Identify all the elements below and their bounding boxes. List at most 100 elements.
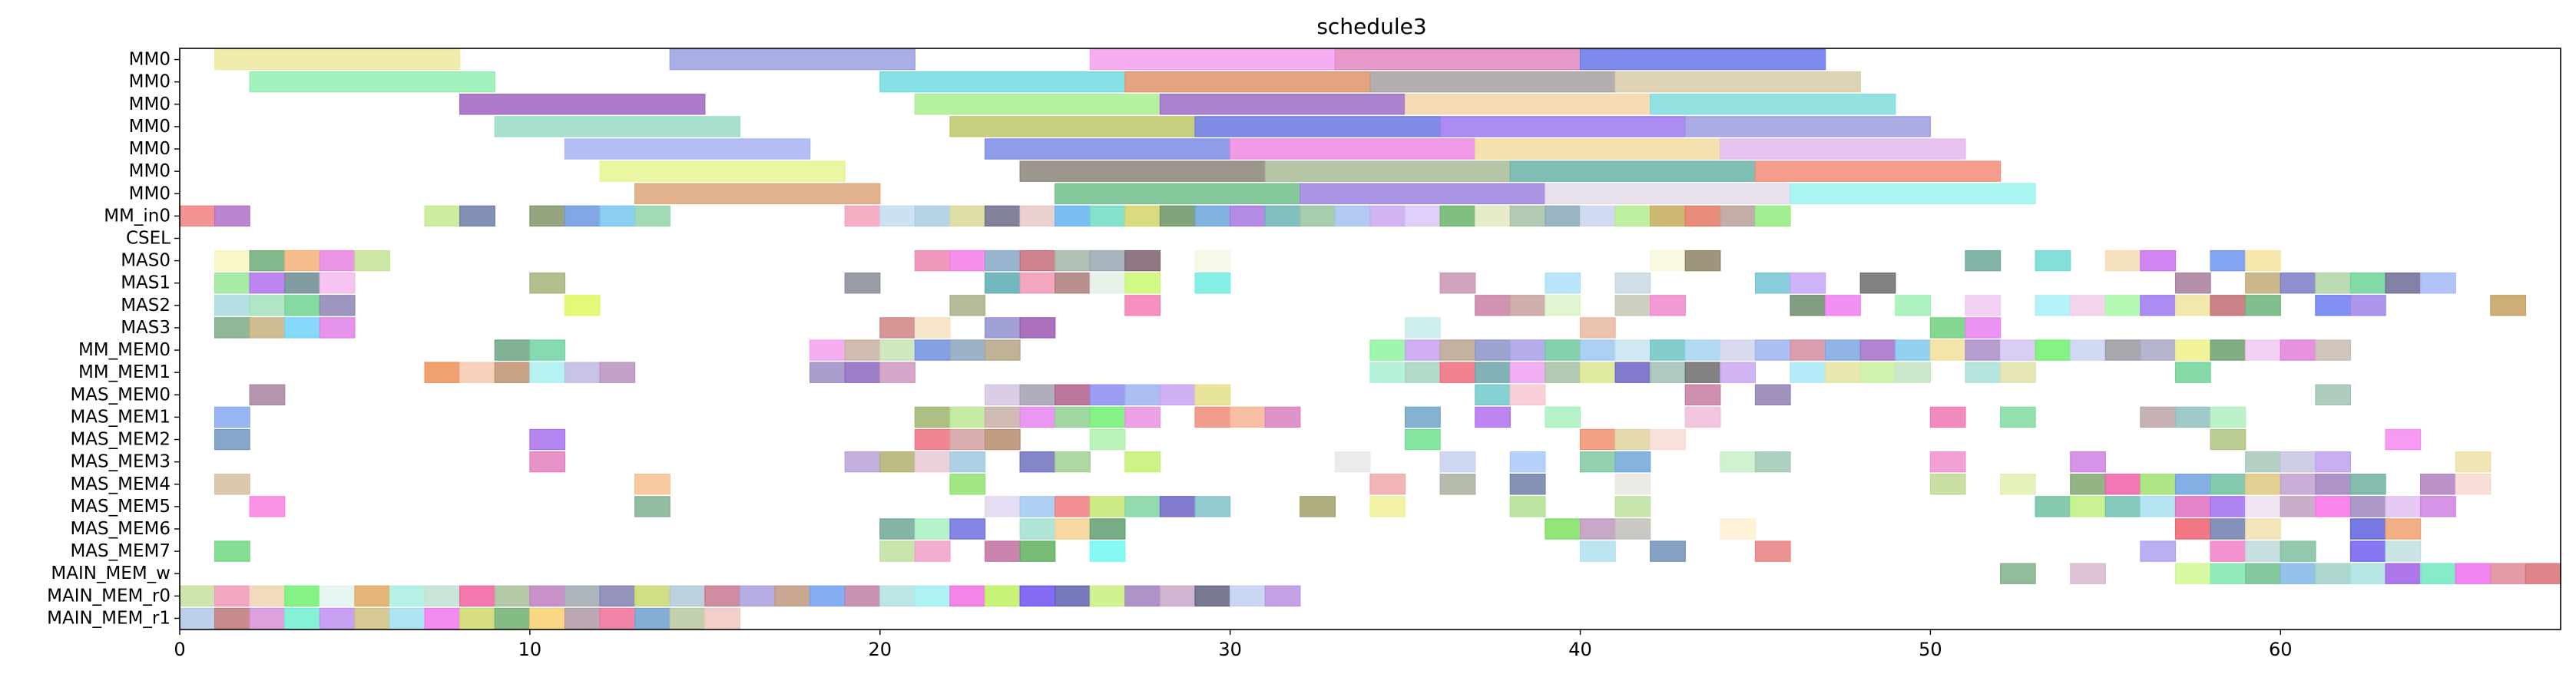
task-bar <box>1510 362 1545 382</box>
task-bar <box>1581 49 1826 69</box>
task-bar <box>1055 452 1091 472</box>
x-tick-label: 10 <box>518 639 542 660</box>
task-bar <box>2105 474 2141 494</box>
task-bar <box>915 586 950 606</box>
task-bar <box>1406 429 1441 449</box>
task-bar <box>495 586 530 606</box>
task-bar <box>1860 273 1896 293</box>
task-bar <box>1406 318 1441 338</box>
task-bar <box>215 407 250 427</box>
task-bar <box>320 608 355 628</box>
y-tick-label: MAS_MEM3 <box>70 452 171 472</box>
task-bar <box>1055 273 1091 293</box>
task-bar <box>880 519 916 539</box>
task-bar <box>1685 206 1720 226</box>
task-bar <box>1510 340 1545 360</box>
task-bar <box>2071 563 2106 583</box>
task-bar <box>845 206 880 226</box>
task-bar <box>705 586 740 606</box>
task-bar <box>2491 563 2526 583</box>
task-bar <box>2001 362 2036 382</box>
task-bar <box>1440 117 1685 137</box>
y-tick-label: MM0 <box>129 72 171 92</box>
task-bar <box>2246 519 2281 539</box>
task-bar <box>1090 407 1125 427</box>
task-bar <box>950 519 985 539</box>
task-bar <box>985 139 1230 159</box>
task-bar <box>880 206 916 226</box>
task-bar <box>2386 497 2421 517</box>
x-tick-label: 0 <box>174 639 185 660</box>
task-bar <box>2246 340 2281 360</box>
task-bar <box>1440 362 1475 382</box>
task-bar <box>2316 340 2351 360</box>
task-bar <box>635 474 670 494</box>
task-bar <box>2316 273 2351 293</box>
task-bar <box>2421 563 2456 583</box>
task-bar <box>2350 273 2386 293</box>
task-bar <box>1930 340 1965 360</box>
task-bar <box>1265 206 1300 226</box>
task-bar <box>1020 318 1055 338</box>
task-bar <box>565 608 600 628</box>
task-bar <box>1615 452 1651 472</box>
task-bar <box>1020 161 1265 181</box>
task-bar <box>1406 407 1441 427</box>
task-bar <box>2455 474 2491 494</box>
task-bar <box>1581 362 1616 382</box>
y-tick-label: MAS0 <box>121 251 171 271</box>
task-bar <box>600 586 635 606</box>
task-bar <box>2210 541 2246 561</box>
task-bar <box>215 541 250 561</box>
task-bar <box>250 318 285 338</box>
task-bar <box>530 362 565 382</box>
task-bar <box>1790 273 1826 293</box>
task-bar <box>1615 296 1651 316</box>
task-bar <box>2316 385 2351 405</box>
task-bar <box>2246 541 2281 561</box>
task-bar <box>880 452 916 472</box>
y-tick-label: MM_MEM1 <box>78 362 171 382</box>
task-bar <box>1195 117 1440 137</box>
task-bar <box>1581 206 1616 226</box>
task-bar <box>915 541 950 561</box>
task-bar <box>1055 407 1091 427</box>
task-bar <box>1195 385 1230 405</box>
task-bar <box>2246 273 2281 293</box>
task-bar <box>2105 497 2141 517</box>
task-bar <box>2071 474 2106 494</box>
task-bar <box>460 586 495 606</box>
task-bar <box>2316 296 2351 316</box>
y-tick-label: MAS1 <box>121 273 171 293</box>
task-bar <box>950 407 985 427</box>
task-bar <box>880 586 916 606</box>
task-bar <box>1510 161 1755 181</box>
task-bar <box>355 250 390 270</box>
task-bar <box>915 340 950 360</box>
task-bar <box>880 541 916 561</box>
task-bar <box>950 250 985 270</box>
task-bar <box>1965 250 2001 270</box>
task-bar <box>915 429 950 449</box>
task-bar <box>1020 273 1055 293</box>
task-bar <box>2035 497 2071 517</box>
task-bar <box>1195 586 1230 606</box>
task-bar <box>1755 161 2000 181</box>
task-bar <box>915 407 950 427</box>
task-bar <box>1195 273 1230 293</box>
x-tick-label: 30 <box>1218 639 1242 660</box>
task-bar <box>1090 206 1125 226</box>
task-bar <box>1020 250 1055 270</box>
task-bar <box>1125 385 1161 405</box>
task-bar <box>2455 452 2491 472</box>
task-bar <box>1440 206 1475 226</box>
task-bar <box>2386 429 2421 449</box>
task-bar <box>845 362 880 382</box>
task-bar <box>2246 250 2281 270</box>
task-bar <box>2105 340 2141 360</box>
task-bar <box>1475 139 1720 159</box>
task-bar <box>985 318 1021 338</box>
task-bar <box>670 586 705 606</box>
task-bar <box>2280 340 2316 360</box>
